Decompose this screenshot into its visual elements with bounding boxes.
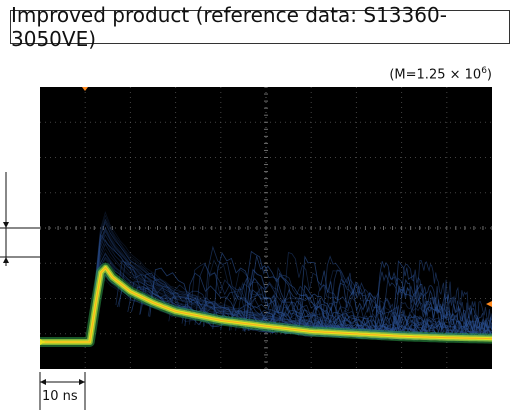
scope-grid: [40, 87, 492, 369]
arrow-up-icon: [3, 257, 9, 263]
oscilloscope-screen: [40, 87, 492, 369]
time-scale-bracket: [39, 372, 86, 410]
arrow-right-icon: [79, 379, 85, 385]
gain-annotation: (M=1.25 × 106): [389, 66, 492, 82]
trigger-level-icon: [486, 301, 492, 307]
gain-prefix: (M=1.25 × 10: [389, 67, 482, 83]
afterpulse-trace: [397, 263, 492, 339]
gain-exponent: 6: [481, 66, 487, 76]
scope-markers: [40, 87, 492, 345]
main-trace-center: [40, 267, 492, 343]
afterpulse-trace: [332, 278, 492, 341]
chart-title: Improved product (reference data: S13360…: [10, 3, 510, 51]
ground-marker-icon: [40, 339, 45, 345]
trigger-marker-icon: [82, 87, 88, 91]
afterpulse-trace: [395, 302, 492, 340]
arrow-left-icon: [40, 379, 46, 385]
afterpulse-trace: [391, 260, 492, 339]
time-scale-label: 10 ns: [42, 389, 78, 404]
afterpulse-trace: [413, 259, 492, 341]
scope-plot: [40, 87, 492, 369]
gain-suffix: ): [486, 67, 492, 83]
amplitude-marker: [0, 172, 40, 266]
afterpulse-trace: [402, 313, 492, 339]
afterpulse-trace: [381, 271, 492, 338]
arrow-down-icon: [3, 222, 9, 228]
main-trace: [40, 262, 492, 347]
